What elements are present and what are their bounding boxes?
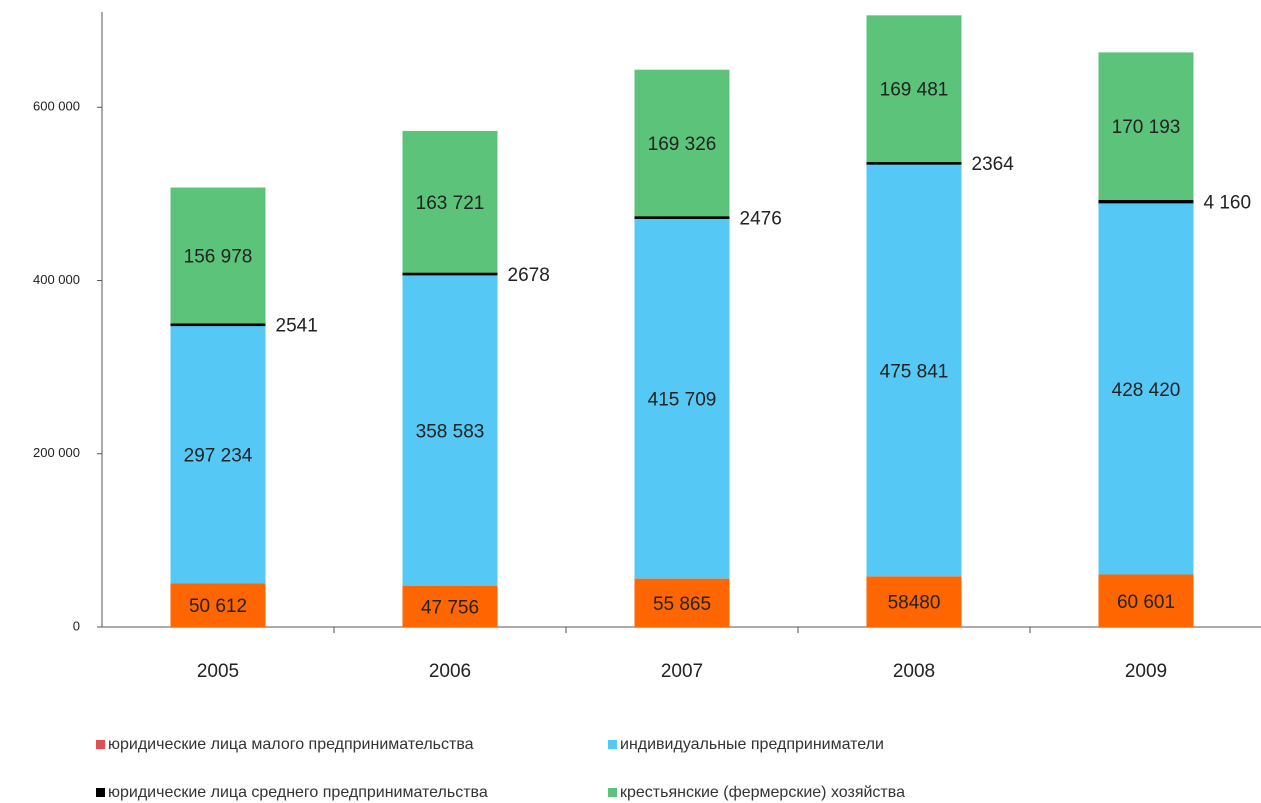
bar-segment [170, 323, 266, 327]
bar-segment [170, 187, 266, 324]
legend-label: крестьянские (фермерские) хозяйства [620, 784, 905, 801]
bar-segment [1098, 52, 1194, 200]
bar-segment [634, 215, 730, 219]
legend-swatch [96, 788, 105, 797]
value-label: 169 481 [880, 80, 949, 101]
bar-segment [402, 275, 498, 586]
y-tick-label: 0 [73, 618, 80, 633]
value-label: 55 865 [653, 594, 711, 615]
x-tick-label: 2006 [429, 661, 471, 682]
value-label: 475 841 [880, 361, 949, 382]
y-tick-label: 600 000 [33, 99, 80, 114]
bar-segment [170, 325, 266, 584]
value-label: 163 721 [416, 193, 485, 214]
value-label: 2678 [508, 265, 550, 286]
bar-segment [402, 130, 498, 273]
legend-swatch [608, 788, 617, 797]
bar-segment [866, 164, 962, 577]
value-label: 47 756 [421, 597, 479, 618]
value-label: 169 326 [648, 134, 717, 155]
bar-segment [866, 576, 962, 627]
x-tick-label: 2005 [197, 661, 239, 682]
value-label: 156 978 [184, 247, 253, 268]
value-label: 2541 [276, 316, 318, 337]
value-label: 2364 [972, 154, 1015, 175]
bar-segment [1098, 199, 1194, 204]
bar-segment [866, 161, 962, 165]
x-tick-label: 2008 [893, 661, 935, 682]
bar-segment [634, 578, 730, 627]
value-label: 415 709 [648, 390, 717, 411]
value-label: 428 420 [1112, 380, 1181, 401]
value-label: 58480 [888, 593, 941, 614]
y-tick-label: 400 000 [33, 272, 80, 287]
value-label: 170 193 [1112, 117, 1181, 138]
bar-segment [634, 218, 730, 579]
value-label: 50 612 [189, 596, 247, 617]
legend-label: юридические лица среднего предпринимател… [108, 784, 488, 801]
y-tick-label: 200 000 [33, 445, 80, 460]
bar-segment [866, 15, 962, 163]
legend-label: индивидуальные предприниматели [620, 736, 884, 753]
value-label: 297 234 [184, 445, 253, 466]
bar-segment [1098, 574, 1194, 627]
bar-segment [402, 585, 498, 627]
value-label: 60 601 [1117, 592, 1175, 613]
bar-segment [634, 69, 730, 217]
legend-swatch [608, 740, 617, 749]
bar-segment [1098, 203, 1194, 575]
legend-label: юридические лица малого предпринимательс… [108, 736, 474, 753]
x-tick-label: 2007 [661, 661, 703, 682]
bar-segment [170, 583, 266, 627]
value-label: 4 160 [1204, 193, 1252, 214]
x-tick-label: 2009 [1125, 661, 1167, 682]
legend-swatch [96, 740, 105, 749]
value-label: 358 583 [416, 421, 485, 442]
value-label: 2476 [740, 208, 782, 229]
bar-segment [402, 272, 498, 276]
